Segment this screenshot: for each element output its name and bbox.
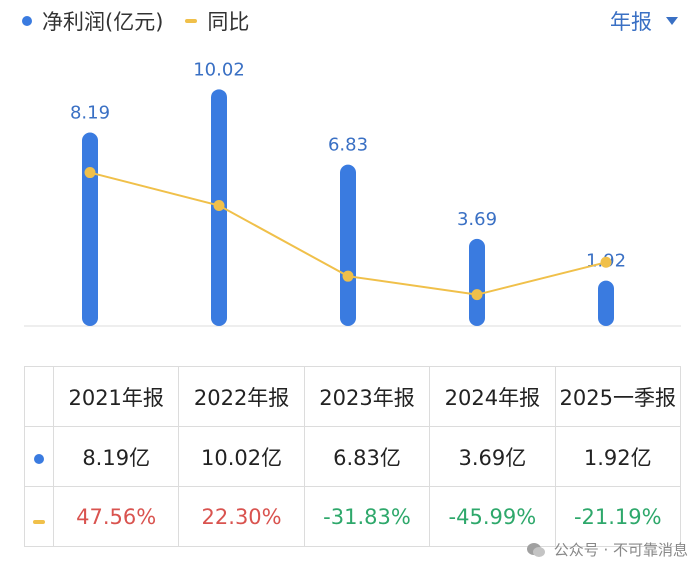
profit-cell: 3.69亿 bbox=[429, 426, 556, 487]
yoy-point bbox=[213, 200, 225, 212]
bar bbox=[598, 280, 614, 326]
table-header-cell: 2024年报 bbox=[429, 366, 556, 427]
legend-profit-label: 净利润(亿元) bbox=[42, 10, 164, 34]
table-row-icon-cell bbox=[24, 426, 54, 487]
bar bbox=[82, 132, 98, 326]
profit-cell: 6.83亿 bbox=[303, 426, 431, 487]
chart-legend: 净利润(亿元) 同比 bbox=[22, 6, 271, 36]
period-selector[interactable]: 年报 bbox=[610, 6, 678, 36]
table-row-icon-cell bbox=[24, 486, 54, 547]
legend-item-yoy[interactable]: 同比 bbox=[185, 6, 249, 36]
table-corner-cell bbox=[24, 366, 54, 427]
profit-cell: 1.92亿 bbox=[554, 426, 682, 487]
legend-dash-icon bbox=[185, 19, 198, 23]
data-table: 2021年报 2022年报 2023年报 2024年报 2025一季报 8.19… bbox=[24, 366, 682, 547]
yoy-cell: -45.99% bbox=[429, 486, 556, 547]
profit-cell: 10.02亿 bbox=[178, 426, 305, 487]
bar-value-label: 8.19 bbox=[70, 103, 110, 124]
legend-dot-icon bbox=[22, 16, 32, 26]
bar bbox=[469, 238, 485, 326]
bar-value-label: 3.69 bbox=[457, 209, 497, 230]
yoy-cell: 47.56% bbox=[52, 486, 180, 547]
watermark-text: 公众号 · 不可靠消息 bbox=[553, 541, 688, 559]
table-row-yoy: 47.56% 22.30% -31.83% -45.99% -21.19% bbox=[24, 486, 682, 547]
period-selector-label: 年报 bbox=[610, 10, 652, 34]
table-header-cell: 2022年报 bbox=[178, 366, 305, 427]
legend-item-profit[interactable]: 净利润(亿元) bbox=[22, 6, 163, 36]
table-header-cell: 2025一季报 bbox=[554, 366, 682, 427]
yoy-dash-icon bbox=[33, 519, 45, 524]
legend-yoy-label: 同比 bbox=[207, 10, 250, 34]
yoy-point bbox=[84, 167, 96, 179]
table-header-cell: 2023年报 bbox=[303, 366, 431, 427]
wechat-icon bbox=[526, 542, 545, 557]
yoy-cell: 22.30% bbox=[178, 486, 305, 547]
yoy-point bbox=[471, 289, 483, 301]
yoy-cell: -21.19% bbox=[554, 486, 682, 547]
table-header-row: 2021年报 2022年报 2023年报 2024年报 2025一季报 bbox=[24, 366, 682, 427]
bar-value-label: 6.83 bbox=[328, 135, 368, 156]
bar-value-label: 10.02 bbox=[193, 59, 245, 80]
yoy-point bbox=[600, 256, 612, 268]
table-header-cell: 2021年报 bbox=[52, 366, 180, 427]
watermark: 公众号 · 不可靠消息 bbox=[526, 539, 688, 560]
bar bbox=[340, 164, 356, 326]
yoy-cell: -31.83% bbox=[303, 486, 431, 547]
caret-down-icon bbox=[666, 17, 678, 25]
profit-cell: 8.19亿 bbox=[52, 426, 180, 487]
yoy-point bbox=[342, 270, 354, 282]
table-row-profit: 8.19亿 10.02亿 6.83亿 3.69亿 1.92亿 bbox=[24, 426, 682, 487]
profit-dot-icon bbox=[34, 453, 44, 464]
